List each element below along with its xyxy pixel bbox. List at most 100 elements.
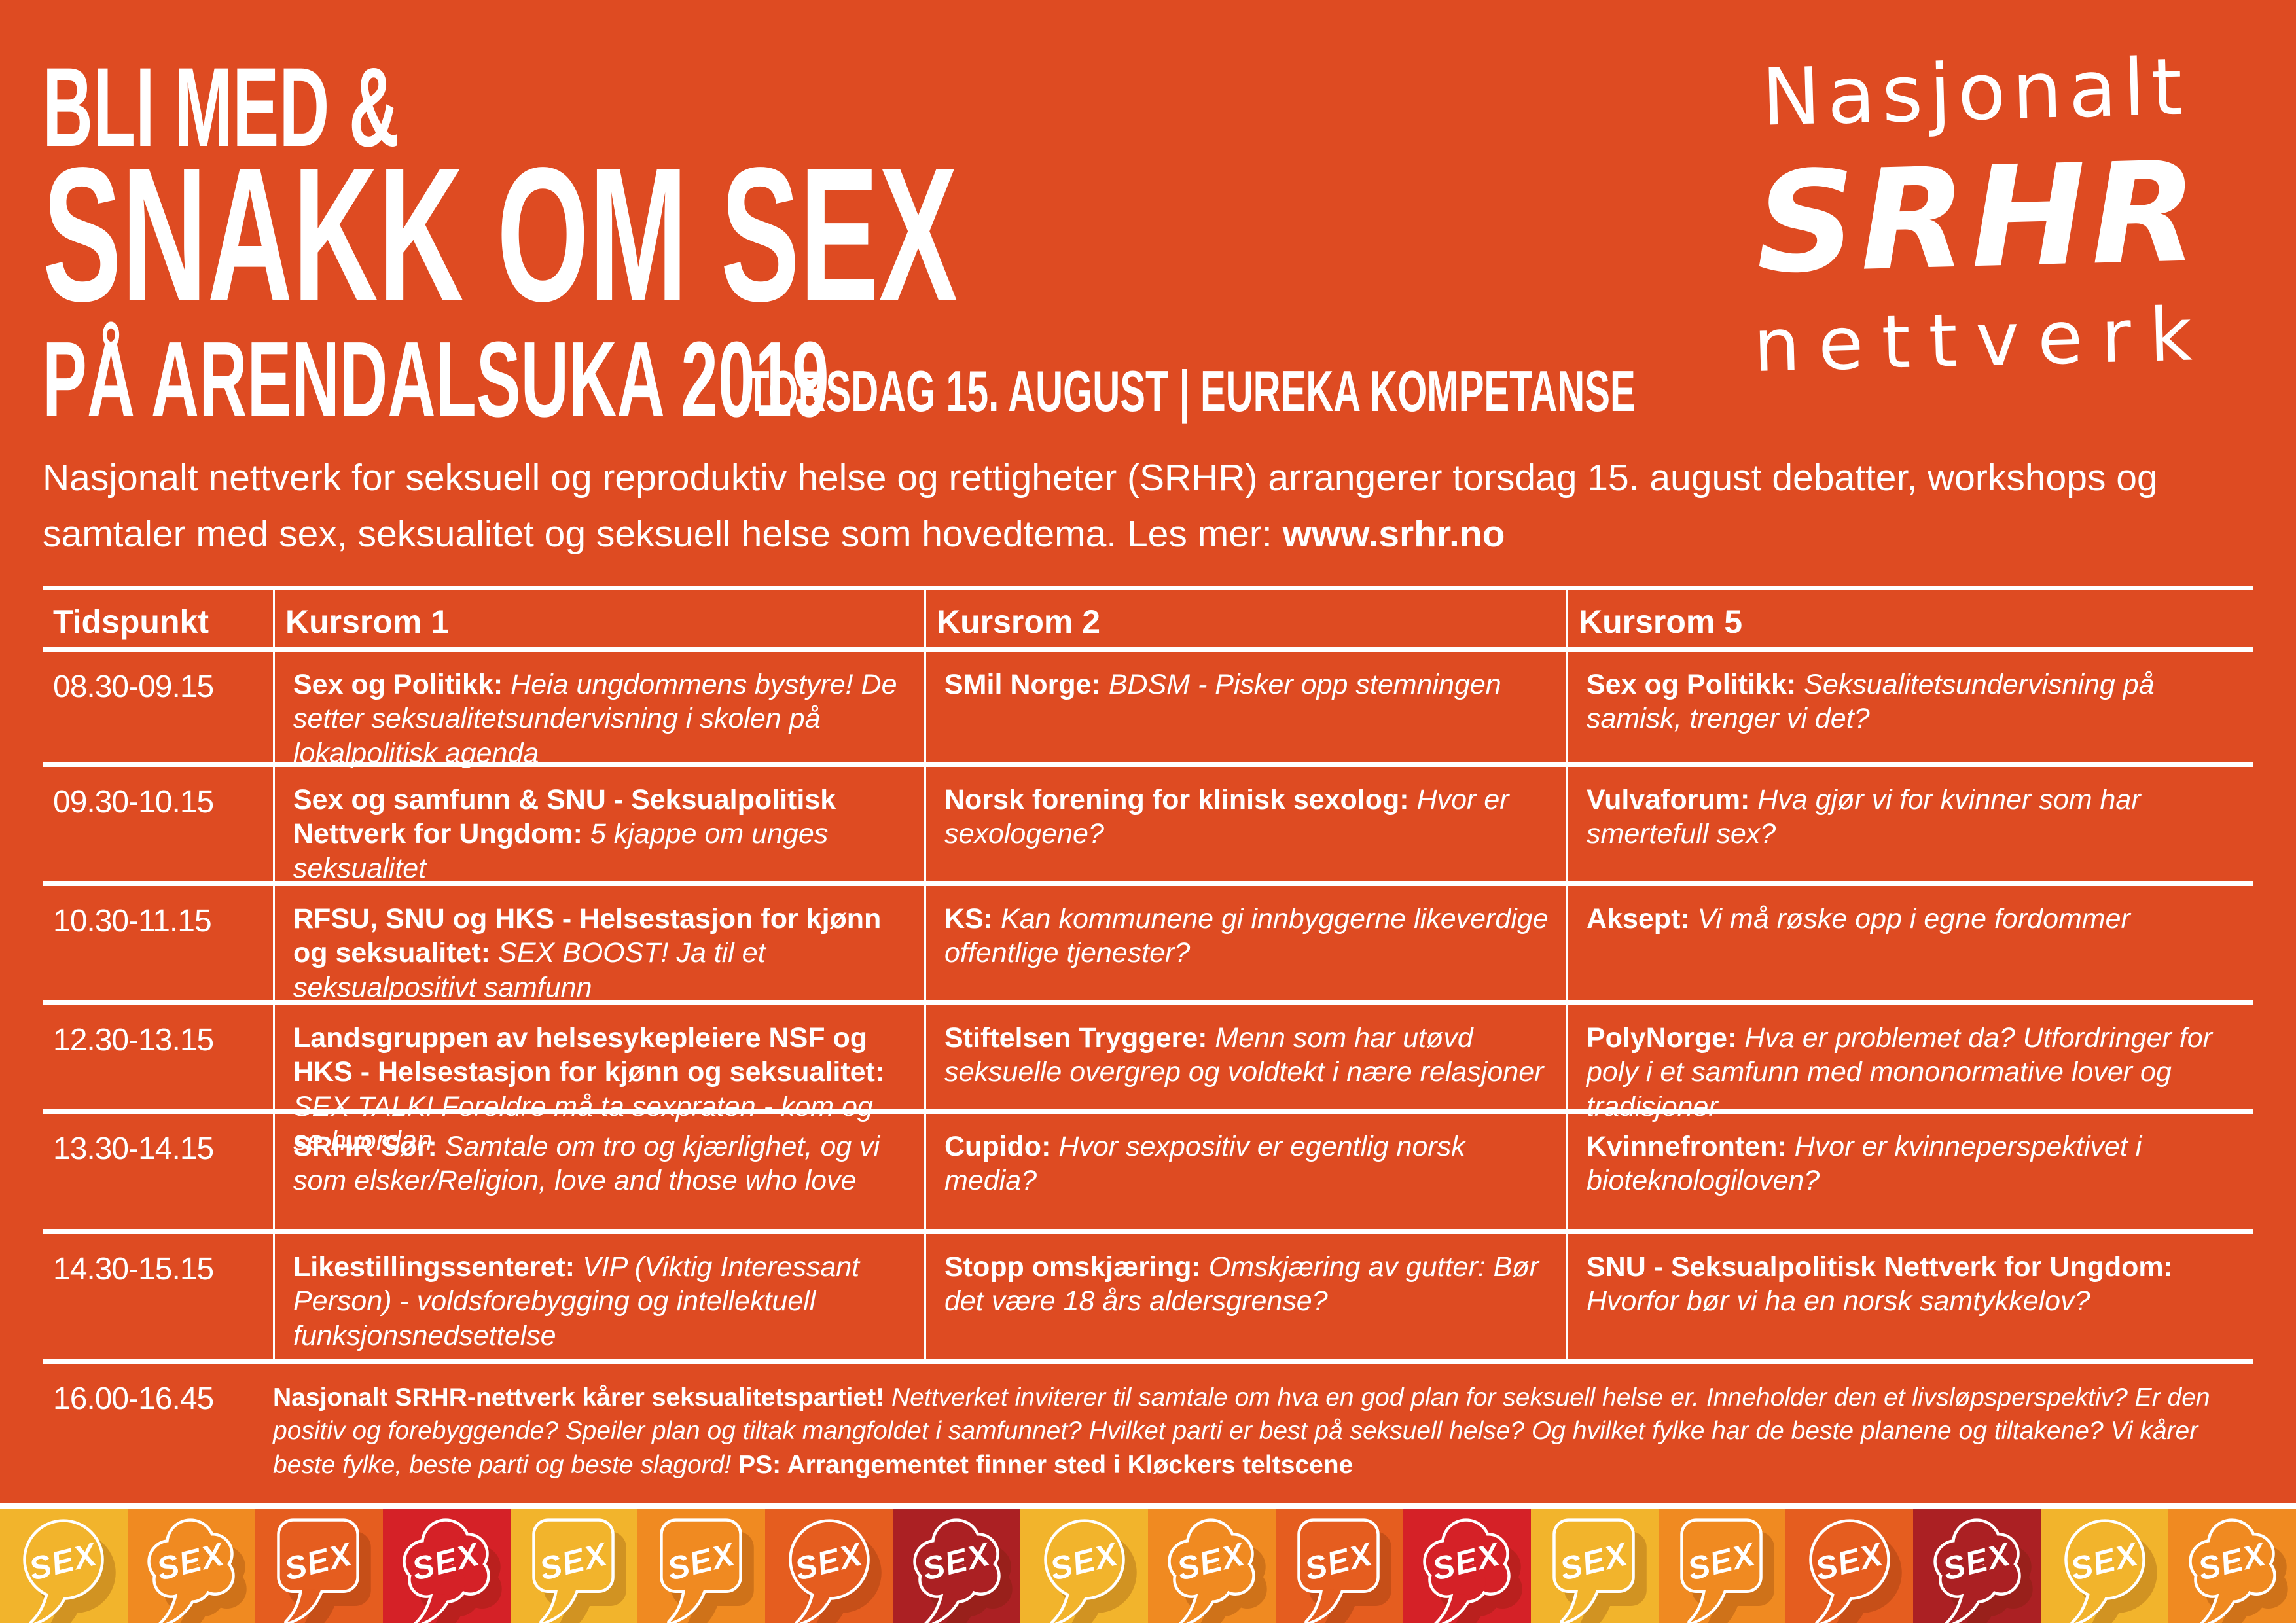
- page-title: SNAKK OM SEX: [43, 139, 1518, 330]
- session-cell: Stiftelsen Tryggere: Menn som har utøvd …: [924, 1005, 1566, 1158]
- intro-link: www.srhr.no: [1282, 512, 1505, 555]
- footer-tile: SEX: [1275, 1509, 1403, 1623]
- session-lead: Aksept:: [1587, 903, 1690, 935]
- intro-paragraph: Nasjonalt nettverk for seksuell og repro…: [43, 450, 2248, 562]
- session-cell: KS: Kan kommunene gi innbyggerne likever…: [924, 886, 1566, 1005]
- session-lead: Stiftelsen Tryggere:: [944, 1022, 1208, 1054]
- footer-tile: SEX: [510, 1509, 638, 1623]
- speech-bubble-icon: SEX: [789, 1519, 870, 1623]
- speech-bubble-icon: SEX: [532, 1518, 615, 1623]
- time-cell: 08.30-09.15: [53, 669, 214, 704]
- speech-bubble-icon: SEX: [2188, 1518, 2276, 1623]
- session-cell: Landsgruppen av helsesykepleiere NSF og …: [273, 1005, 924, 1158]
- session-desc: BDSM - Pisker opp stemningen: [1108, 669, 1501, 700]
- table-top-rule: [43, 586, 2253, 590]
- session-cell: RFSU, SNU og HKS - Helsestasjon for kjøn…: [273, 886, 924, 1005]
- session-cell: Cupido: Hvor sexpositiv er egentlig nors…: [924, 1114, 1566, 1229]
- finale-row: 16.00-16.45 Nasjonalt SRHR-nettverk kåre…: [43, 1364, 2253, 1482]
- session-desc: Hvorfor bør vi ha en norsk samtykkelov?: [1587, 1285, 2090, 1317]
- speech-bubble-icon: SEX: [147, 1518, 236, 1623]
- session-desc: Hvor er sexologene?: [944, 784, 1509, 850]
- session-cell: Norsk forening for klinisk sexolog: Hvor…: [924, 767, 1566, 886]
- session-cell: Sex og Politikk: Seksualitetsundervisnin…: [1566, 652, 2253, 771]
- kicker-label: BLI MED &: [43, 45, 400, 170]
- speech-bubble-icon: SEX: [660, 1518, 742, 1623]
- session-lead: Norsk forening for klinisk sexolog:: [944, 784, 1409, 815]
- schedule-row: 09.30-10.15 Sex og samfunn & SNU - Seksua…: [43, 767, 2253, 886]
- session-desc: Kan kommunene gi innbyggerne likeverdige…: [944, 903, 1549, 969]
- session-desc: Omskjæring av gutter: Bør det være 18 år…: [944, 1251, 1539, 1317]
- time-cell: 16.00-16.45: [53, 1382, 214, 1416]
- session-lead: Landsgruppen av helsesykepleiere NSF og …: [293, 1022, 885, 1088]
- column-header-room2: Kursrom 2: [924, 590, 1566, 647]
- session-desc: Hva gjør vi for kvinner som har smertefu…: [1587, 784, 2141, 850]
- footer-tile: SEX: [255, 1509, 383, 1623]
- speech-bubble-icon: SEX: [1423, 1518, 1511, 1623]
- session-lead: Stopp omskjæring:: [944, 1251, 1201, 1283]
- column-header-room1: Kursrom 1: [273, 590, 924, 647]
- session-lead: Vulvaforum:: [1587, 784, 1750, 815]
- logo-line-3: nettverk: [1752, 291, 2212, 389]
- footer-tile: SEX: [1403, 1509, 1531, 1623]
- schedule-row: 13.30-14.15 SRHR Sør: Samtale om tro og k…: [43, 1114, 2253, 1234]
- session-lead: SRHR Sør:: [293, 1131, 437, 1162]
- schedule-table: Tidspunkt Kursrom 1 Kursrom 2 Kursrom 5 …: [43, 586, 2253, 1482]
- session-lead: Sex og Politikk:: [1587, 669, 1797, 700]
- session-lead: Nasjonalt SRHR-nettverk kårer seksualite…: [273, 1383, 885, 1412]
- session-cell: SRHR Sør: Samtale om tro og kjærlighet, …: [273, 1114, 924, 1229]
- footer-tiles: SEX SEX SEX SEX SEX SEX SEX SEX SEX SEX SEX SEX SEX S…: [0, 1509, 2296, 1623]
- session-cell: Kvinnefronten: Hvor er kvinneperspektive…: [1566, 1114, 2253, 1229]
- logo-line-2: SRHR: [1753, 131, 2204, 304]
- footer-tile: SEX: [2041, 1509, 2169, 1623]
- speech-bubble-icon: SEX: [1809, 1519, 1890, 1623]
- subtitle: PÅ ARENDALSUKA 2019: [43, 319, 829, 439]
- subtitle-row: PÅ ARENDALSUKA 2019 TORSDAG 15. AUGUST |…: [43, 326, 1636, 437]
- session-lead: Likestillingssenteret:: [293, 1251, 575, 1283]
- table-body: 08.30-09.15 Sex og Politikk: Heia ungdomm…: [43, 652, 2253, 1364]
- session-lead: Sex og samfunn & SNU - Seksualpolitisk N…: [293, 784, 836, 850]
- speech-bubble-icon: SEX: [2064, 1519, 2145, 1623]
- page-title-label: SNAKK OM SEX: [43, 128, 958, 341]
- session-lead: Sex og Politikk:: [293, 669, 503, 700]
- session-desc: Menn som har utøvd seksuelle overgrep og…: [944, 1022, 1544, 1088]
- session-lead: SNU - Seksualpolitisk Nettverk for Ungdo…: [1587, 1251, 2173, 1283]
- column-header-room5: Kursrom 5: [1566, 590, 2253, 647]
- session-ps-note: PS: Arrangementet finner sted i Kløckers…: [738, 1450, 1354, 1479]
- session-lead: Cupido:: [944, 1131, 1051, 1162]
- footer-tile: SEX: [1785, 1509, 1914, 1623]
- schedule-row: 10.30-11.15 RFSU, SNU og HKS - Helsestasj…: [43, 886, 2253, 1005]
- session-cell: Aksept: Vi må røske opp i egne fordommer: [1566, 886, 2253, 1005]
- time-cell: 12.30-13.15: [53, 1023, 214, 1058]
- speech-bubble-icon: SEX: [1552, 1518, 1635, 1623]
- speech-bubble-icon: SEX: [1168, 1518, 1256, 1623]
- kicker-text: BLI MED &: [43, 51, 618, 164]
- session-desc: Hvor er kvinneperspektivet i bioteknolog…: [1587, 1131, 2142, 1197]
- session-cell: Sex og Politikk: Heia ungdommens bystyre…: [273, 652, 924, 771]
- footer-bubble-strip: SEX SEX SEX SEX SEX SEX SEX SEX SEX SEX SEX SEX SEX S…: [0, 1503, 2296, 1623]
- session-cell: Stopp omskjæring: Omskjæring av gutter: …: [924, 1234, 1566, 1359]
- session-lead: Kvinnefronten:: [1587, 1131, 1787, 1162]
- session-desc: Nettverket inviterer til samtale om hva …: [273, 1383, 2210, 1479]
- session-lead: PolyNorge:: [1587, 1022, 1737, 1054]
- speech-bubble-icon: SEX: [1043, 1519, 1125, 1623]
- time-cell: 14.30-15.15: [53, 1252, 214, 1287]
- footer-tile: SEX: [637, 1509, 766, 1623]
- session-cell: Likestillingssenteret: VIP (Viktig Inter…: [273, 1234, 924, 1359]
- footer-top-rule: [0, 1503, 2296, 1509]
- time-cell: 09.30-10.15: [53, 785, 214, 819]
- footer-tile: SEX: [1530, 1509, 1659, 1623]
- session-cell: SNU - Seksualpolitisk Nettverk for Ungdo…: [1566, 1234, 2253, 1359]
- session-desc: Vi må røske opp i egne fordommer: [1697, 903, 2130, 935]
- table-header-row: Tidspunkt Kursrom 1 Kursrom 2 Kursrom 5: [43, 590, 2253, 652]
- time-cell: 13.30-14.15: [53, 1132, 214, 1166]
- session-cell: PolyNorge: Hva er problemet da? Utfordri…: [1566, 1005, 2253, 1158]
- session-desc: SEX BOOST! Ja til et seksualpositivt sam…: [293, 937, 766, 1003]
- footer-tile: SEX: [1658, 1509, 1786, 1623]
- footer-tile: SEX: [127, 1509, 255, 1623]
- speech-bubble-icon: SEX: [1680, 1518, 1763, 1623]
- session-cell: Sex og samfunn & SNU - Seksualpolitisk N…: [273, 767, 924, 886]
- session-desc: VIP (Viktig Interessant Person) - voldsf…: [293, 1251, 860, 1351]
- time-cell: 10.30-11.15: [53, 904, 212, 938]
- session-desc: Samtale om tro og kjærlighet, og vi som …: [293, 1131, 880, 1197]
- speech-bubble-icon: SEX: [1297, 1518, 1380, 1623]
